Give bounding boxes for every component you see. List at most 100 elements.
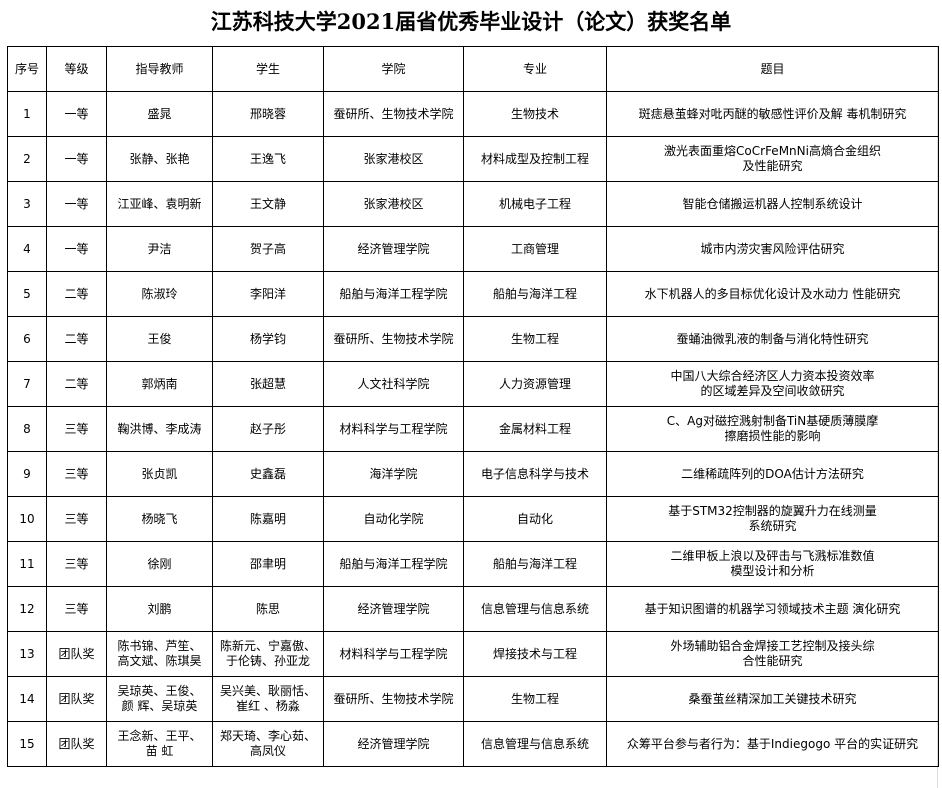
cell-college: 张家港校区 xyxy=(323,181,464,227)
cell-level: 二等 xyxy=(46,271,107,317)
cell-major: 电子信息科学与技术 xyxy=(463,451,607,497)
table-row: 12 三等 刘鹏 陈思 经济管理学院 信息管理与信息系统 基于知识图谱的机器学习领域技术主题… xyxy=(7,586,939,632)
cell-level: 一等 xyxy=(46,91,107,137)
table-row: 15 团队奖 王念新、王平、 苗 虹郑天琦、李心茹、 高凤仪 经济管理学院 信息管理与信… xyxy=(7,721,939,767)
cell-advisor: 张静、张艳 xyxy=(106,136,213,182)
cell-student: 杨学钧 xyxy=(212,316,324,362)
cell-major: 船舶与海洋工程 xyxy=(463,271,607,317)
cell-level: 三等 xyxy=(46,406,107,452)
cell-advisor: 盛晁 xyxy=(106,91,213,137)
cell-college: 海洋学院 xyxy=(323,451,464,497)
cell-advisor: 张贞凯 xyxy=(106,451,213,497)
table-row: 11 三等 徐刚 邵聿明 船舶与海洋工程学院 船舶与海洋工程 二维甲板上浪以及砰击与飞溅标准… xyxy=(7,541,939,587)
table-row: 9 三等 张贞凯 史鑫磊 海洋学院 电子信息科学与技术 二维稀疏阵列的DOA估计方法研究 xyxy=(7,451,939,497)
column-header-topic: 题目 xyxy=(606,46,939,92)
table-row: 1 一等 盛晁 邢晓蓉 蚕研所、生物技术学院 生物技术 斑痣悬茧蜂对吡丙醚的敏感性评价及解 … xyxy=(7,91,939,137)
cell-college: 材料科学与工程学院 xyxy=(323,406,464,452)
cell-level: 三等 xyxy=(46,451,107,497)
cell-advisor: 王俊 xyxy=(106,316,213,362)
cell-topic: 二维甲板上浪以及砰击与飞溅标准数值 模型设计和分析 xyxy=(606,541,939,587)
cell-college: 船舶与海洋工程学院 xyxy=(323,271,464,317)
cell-level: 二等 xyxy=(46,316,107,362)
cell-index: 4 xyxy=(7,226,47,272)
cell-level: 三等 xyxy=(46,586,107,632)
cell-index: 9 xyxy=(7,451,47,497)
cell-student: 邢晓蓉 xyxy=(212,91,324,137)
table-row: 3 一等 江亚峰、袁明新 王文静 张家港校区 机械电子工程 智能仓储搬运机器人控制系统设计 xyxy=(7,181,939,227)
cell-major: 信息管理与信息系统 xyxy=(463,721,607,767)
page-title: 江苏科技大学2021届省优秀毕业设计（论文）获奖名单 xyxy=(210,9,732,34)
cell-college: 张家港校区 xyxy=(323,136,464,182)
cell-index: 6 xyxy=(7,316,47,362)
cell-topic: 城市内涝灾害风险评估研究 xyxy=(606,226,939,272)
table-row: 5 二等 陈淑玲 李阳洋 船舶与海洋工程学院 船舶与海洋工程 水下机器人的多目标优化设计及水… xyxy=(7,271,939,317)
cell-index: 8 xyxy=(7,406,47,452)
column-header-college: 学院 xyxy=(323,46,464,92)
cell-major: 人力资源管理 xyxy=(463,361,607,407)
cell-major: 工商管理 xyxy=(463,226,607,272)
table-row: 4 一等 尹洁 贺子高 经济管理学院 工商管理 城市内涝灾害风险评估研究 xyxy=(7,226,939,272)
cell-topic: 斑痣悬茧蜂对吡丙醚的敏感性评价及解 毒机制研究 xyxy=(606,91,939,137)
cell-topic: 激光表面重熔CoCrFeMnNi高熵合金组织 及性能研究 xyxy=(606,136,939,182)
cell-topic: C、Ag对磁控溅射制备TiN基硬质薄膜摩 擦磨损性能的影响 xyxy=(606,406,939,452)
cell-advisor: 陈书锦、芦笙、 高文斌、陈琪昊 xyxy=(106,631,213,677)
cell-student: 陈嘉明 xyxy=(212,496,324,542)
cell-level: 团队奖 xyxy=(46,631,107,677)
cell-topic: 基于知识图谱的机器学习领域技术主题 演化研究 xyxy=(606,586,939,632)
cell-index: 11 xyxy=(7,541,47,587)
cell-student: 李阳洋 xyxy=(212,271,324,317)
table-row: 8 三等 鞠洪博、李成涛 赵子彤 材料科学与工程学院 金属材料工程 C、Ag对磁控溅射制备T… xyxy=(7,406,939,452)
column-header-index: 序号 xyxy=(7,46,47,92)
cell-student: 吴兴美、耿丽恬、 崔红 、杨淼 xyxy=(212,676,324,722)
cell-college: 自动化学院 xyxy=(323,496,464,542)
cell-student: 张超慧 xyxy=(212,361,324,407)
cell-college: 材料科学与工程学院 xyxy=(323,631,464,677)
cell-student: 邵聿明 xyxy=(212,541,324,587)
cell-major: 信息管理与信息系统 xyxy=(463,586,607,632)
cell-student: 王文静 xyxy=(212,181,324,227)
table-row: 2 一等 张静、张艳 王逸飞 张家港校区 材料成型及控制工程 激光表面重熔CoCrFeMnN… xyxy=(7,136,939,182)
cell-level: 一等 xyxy=(46,136,107,182)
cell-student: 贺子高 xyxy=(212,226,324,272)
cell-topic: 蚕蛹油微乳液的制备与消化特性研究 xyxy=(606,316,939,362)
cell-advisor: 鞠洪博、李成涛 xyxy=(106,406,213,452)
cell-major: 生物工程 xyxy=(463,676,607,722)
cell-index: 12 xyxy=(7,586,47,632)
cell-topic: 中国八大综合经济区人力资本投资效率 的区域差异及空间收敛研究 xyxy=(606,361,939,407)
cell-college: 蚕研所、生物技术学院 xyxy=(323,316,464,362)
cell-level: 三等 xyxy=(46,496,107,542)
header-row: 序号 等级 指导教师 学生 学院 专业 题目 xyxy=(7,46,939,92)
cell-college: 蚕研所、生物技术学院 xyxy=(323,676,464,722)
table-row: 7 二等 郭炳南 张超慧 人文社科学院 人力资源管理 中国八大综合经济区人力资本投资效率 的… xyxy=(7,361,939,407)
column-header-level: 等级 xyxy=(46,46,107,92)
cell-student: 王逸飞 xyxy=(212,136,324,182)
cell-advisor: 刘鹏 xyxy=(106,586,213,632)
column-header-advisor: 指导教师 xyxy=(106,46,213,92)
cell-major: 自动化 xyxy=(463,496,607,542)
cell-level: 团队奖 xyxy=(46,676,107,722)
cell-level: 一等 xyxy=(46,226,107,272)
cell-index: 13 xyxy=(7,631,47,677)
cell-advisor: 郭炳南 xyxy=(106,361,213,407)
cell-index: 10 xyxy=(7,496,47,542)
cell-student: 陈思 xyxy=(212,586,324,632)
cell-topic: 二维稀疏阵列的DOA估计方法研究 xyxy=(606,451,939,497)
table-row: 10 三等 杨晓飞 陈嘉明 自动化学院 自动化 基于STM32控制器的旋翼升力在线测量 系统… xyxy=(7,496,939,542)
cell-advisor: 江亚峰、袁明新 xyxy=(106,181,213,227)
cell-level: 三等 xyxy=(46,541,107,587)
table-row: 14 团队奖 吴琼英、王俊、 颜 辉、吴琼英 吴兴美、耿丽恬、 崔红 、杨淼 蚕研所、生… xyxy=(7,676,939,722)
table-row: 6 二等 王俊 杨学钧 蚕研所、生物技术学院 生物工程 蚕蛹油微乳液的制备与消化特性研究 xyxy=(7,316,939,362)
cell-major: 材料成型及控制工程 xyxy=(463,136,607,182)
cell-topic: 众筹平台参与者行为：基于Indiegogo 平台的实证研究 xyxy=(606,721,939,767)
cell-student: 史鑫磊 xyxy=(212,451,324,497)
cell-index: 15 xyxy=(7,721,47,767)
cell-major: 焊接技术与工程 xyxy=(463,631,607,677)
cell-major: 生物技术 xyxy=(463,91,607,137)
award-table: 序号 等级 指导教师 学生 学院 专业 题目 1 一等 盛晁 邢晓蓉 蚕研所、生物技术学院 生物技术斑… xyxy=(7,46,939,767)
cell-advisor: 徐刚 xyxy=(106,541,213,587)
cell-college: 经济管理学院 xyxy=(323,226,464,272)
cell-index: 3 xyxy=(7,181,47,227)
cell-level: 二等 xyxy=(46,361,107,407)
cell-index: 14 xyxy=(7,676,47,722)
cell-college: 船舶与海洋工程学院 xyxy=(323,541,464,587)
